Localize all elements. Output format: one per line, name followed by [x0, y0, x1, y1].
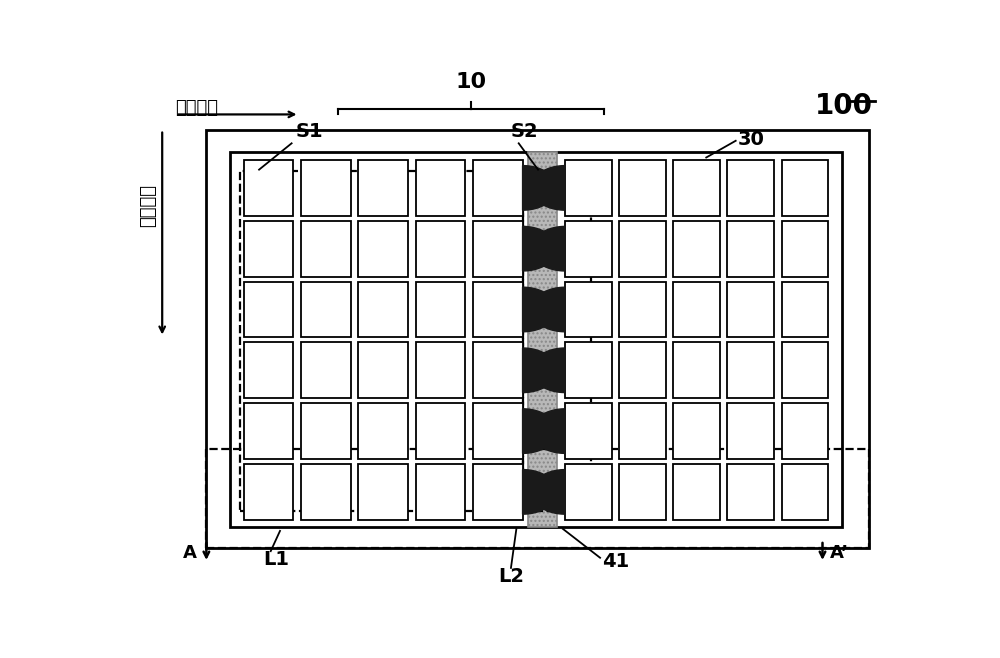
Bar	[206, 449, 869, 547]
Bar	[473, 221, 523, 276]
Bar	[565, 464, 612, 520]
Bar	[206, 130, 869, 547]
Bar	[473, 282, 523, 338]
Bar	[473, 342, 523, 398]
Bar	[416, 221, 465, 276]
Bar	[727, 403, 774, 459]
Bar	[358, 464, 408, 520]
Bar	[416, 403, 465, 459]
Bar	[673, 221, 720, 276]
Bar	[416, 464, 465, 520]
Bar	[301, 403, 351, 459]
Text: 第二方向: 第二方向	[139, 184, 157, 227]
Text: A’: A’	[830, 544, 849, 562]
Polygon shape	[531, 166, 565, 210]
Text: S1: S1	[296, 122, 323, 141]
Bar	[301, 464, 351, 520]
Polygon shape	[523, 226, 557, 271]
Text: 41: 41	[602, 552, 629, 570]
Bar	[301, 282, 351, 338]
Bar	[782, 464, 828, 520]
Polygon shape	[523, 409, 557, 453]
Bar	[619, 221, 666, 276]
Bar	[301, 221, 351, 276]
Text: 30: 30	[737, 130, 764, 149]
Polygon shape	[531, 470, 565, 514]
Bar	[358, 342, 408, 398]
Bar	[619, 464, 666, 520]
Bar	[473, 160, 523, 216]
Bar	[619, 282, 666, 338]
Bar	[301, 342, 351, 398]
Polygon shape	[523, 348, 557, 393]
Bar	[358, 160, 408, 216]
Bar	[473, 464, 523, 520]
Bar	[230, 153, 842, 527]
Bar	[358, 282, 408, 338]
Bar	[782, 403, 828, 459]
Bar	[727, 160, 774, 216]
Polygon shape	[531, 348, 565, 393]
Bar	[240, 171, 523, 511]
Bar	[473, 403, 523, 459]
Bar	[782, 342, 828, 398]
Bar	[244, 464, 293, 520]
Bar	[565, 282, 612, 338]
Bar	[565, 342, 612, 398]
Bar	[528, 153, 557, 527]
Bar	[673, 342, 720, 398]
Bar	[673, 282, 720, 338]
Bar	[523, 171, 591, 511]
Bar	[244, 342, 293, 398]
Bar	[416, 342, 465, 398]
Bar	[244, 221, 293, 276]
Bar	[782, 282, 828, 338]
Polygon shape	[531, 409, 565, 453]
Bar	[673, 160, 720, 216]
Bar	[565, 160, 612, 216]
Polygon shape	[523, 287, 557, 332]
Bar	[727, 342, 774, 398]
Bar	[673, 403, 720, 459]
Text: L2: L2	[498, 567, 524, 586]
Bar	[244, 282, 293, 338]
Bar	[565, 403, 612, 459]
Bar	[782, 221, 828, 276]
Bar	[358, 221, 408, 276]
Bar	[727, 221, 774, 276]
Polygon shape	[523, 166, 557, 210]
Bar	[619, 160, 666, 216]
Text: 第一方向: 第一方向	[175, 99, 218, 117]
Polygon shape	[523, 470, 557, 514]
Text: A: A	[183, 544, 197, 562]
Polygon shape	[531, 287, 565, 332]
Bar	[673, 464, 720, 520]
Bar	[358, 403, 408, 459]
Text: 10: 10	[455, 72, 487, 91]
Bar	[301, 160, 351, 216]
Bar	[244, 403, 293, 459]
Text: S2: S2	[511, 122, 539, 141]
Bar	[619, 342, 666, 398]
Polygon shape	[531, 226, 565, 271]
Bar	[619, 403, 666, 459]
Bar	[727, 464, 774, 520]
Text: 100: 100	[815, 91, 873, 120]
Text: L1: L1	[263, 550, 289, 569]
Bar	[416, 282, 465, 338]
Bar	[782, 160, 828, 216]
Bar	[565, 221, 612, 276]
Bar	[416, 160, 465, 216]
Bar	[727, 282, 774, 338]
Bar	[244, 160, 293, 216]
